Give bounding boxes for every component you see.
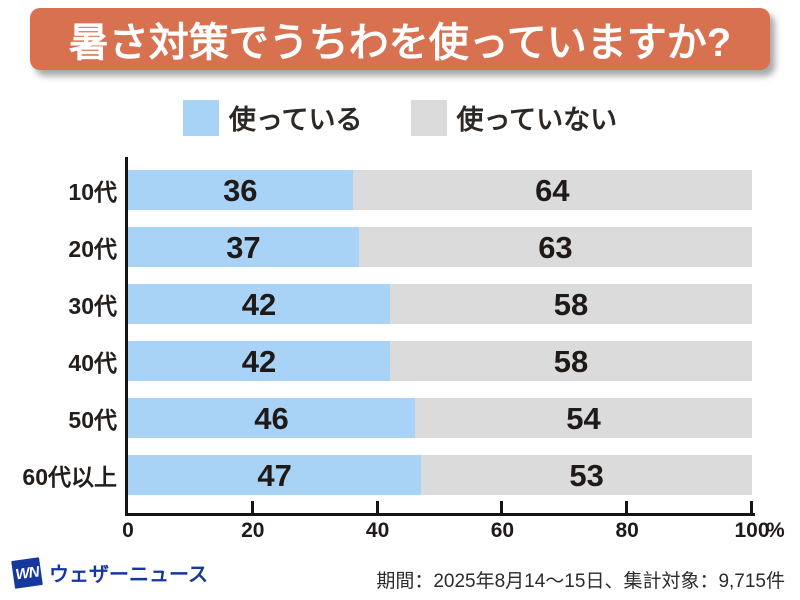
bar-value-not-using: 53: [569, 457, 604, 493]
bar-value-not-using: 63: [538, 229, 573, 265]
bar-segment-using: 37: [128, 227, 359, 267]
bar-segment-using: 42: [128, 341, 391, 381]
bar-value-not-using: 58: [553, 343, 589, 379]
wn-logo-icon: WN: [11, 556, 43, 589]
bar-segment-not-using: 54: [415, 398, 752, 438]
bar-value-using: 42: [241, 343, 277, 379]
bar-track: 47 53: [128, 455, 752, 495]
bar-value-using: 36: [223, 172, 258, 208]
chart-row: 30代 42 58: [0, 284, 755, 324]
category-label: 60代以上: [22, 464, 117, 490]
bar-track: 42 58: [128, 341, 752, 381]
bar-segment-not-using: 63: [358, 227, 752, 267]
page-title: 暑さ対策でうちわを使っていますか?: [68, 21, 732, 65]
bar-segment-not-using: 58: [390, 341, 752, 381]
chart-row: 50代 46 54: [0, 398, 755, 438]
x-axis-line: [125, 513, 755, 516]
bar-value-not-using: 54: [566, 400, 601, 436]
bar-segment-using: 47: [128, 455, 422, 495]
logo-text: ウェザーニュース: [49, 564, 208, 586]
legend-swatch-using: [182, 99, 219, 136]
bar-track: 42 58: [128, 284, 752, 324]
legend-swatch-not-using: [410, 99, 447, 136]
bar-value-using: 46: [254, 400, 289, 436]
survey-note: 期間：2025年8月14～15日、集計対象：9,715件: [376, 571, 785, 592]
bar-track: 37 63: [128, 227, 752, 267]
x-axis-unit: %: [766, 519, 785, 542]
legend-label-using: 使っている: [228, 105, 363, 135]
legend-item-using: 使っている: [182, 98, 363, 137]
y-axis-line: [125, 157, 128, 516]
bar-value-using: 37: [226, 229, 261, 265]
chart-row: 20代 37 63: [0, 227, 755, 267]
chart-row: 10代 36 64: [0, 170, 755, 210]
chart-row: 60代以上 47 53: [0, 455, 755, 495]
bar-segment-using: 42: [128, 284, 391, 324]
legend-label-not-using: 使っていない: [456, 105, 618, 135]
bar-segment-not-using: 53: [421, 455, 752, 495]
x-tick-label: 100: [734, 519, 770, 542]
bar-track: 36 64: [128, 170, 752, 210]
wn-logo-mark-text: WN: [14, 562, 40, 583]
x-tick-label: 0: [122, 519, 134, 542]
plot-area: 10代 36 64 20代 37 63 30代 42 5: [0, 170, 755, 512]
bar-segment-using: 36: [128, 170, 353, 210]
category-label: 40代: [68, 350, 117, 376]
category-label: 10代: [68, 179, 117, 205]
bar-track: 46 54: [128, 398, 752, 438]
title-banner: 暑さ対策でうちわを使っていますか?: [30, 8, 770, 70]
x-tick-label: 40: [365, 519, 390, 542]
category-label: 30代: [68, 293, 117, 319]
bar-value-not-using: 64: [535, 172, 570, 208]
chart-row: 40代 42 58: [0, 341, 755, 381]
chart-legend: 使っている 使っていない: [0, 98, 800, 137]
category-label: 50代: [68, 407, 117, 433]
bar-segment-not-using: 58: [390, 284, 752, 324]
bar-value-not-using: 58: [553, 286, 589, 322]
bar-value-using: 47: [257, 457, 292, 493]
category-label: 20代: [68, 236, 117, 262]
x-tick-label: 60: [490, 519, 515, 542]
bar-value-using: 42: [241, 286, 277, 322]
bar-segment-using: 46: [128, 398, 416, 438]
bar-segment-not-using: 64: [352, 170, 752, 210]
x-tick-label: 80: [615, 519, 639, 542]
x-tick-label: 20: [241, 519, 265, 542]
weathernews-logo: WN ウェザーニュース: [11, 556, 208, 589]
legend-item-not-using: 使っていない: [410, 98, 618, 137]
